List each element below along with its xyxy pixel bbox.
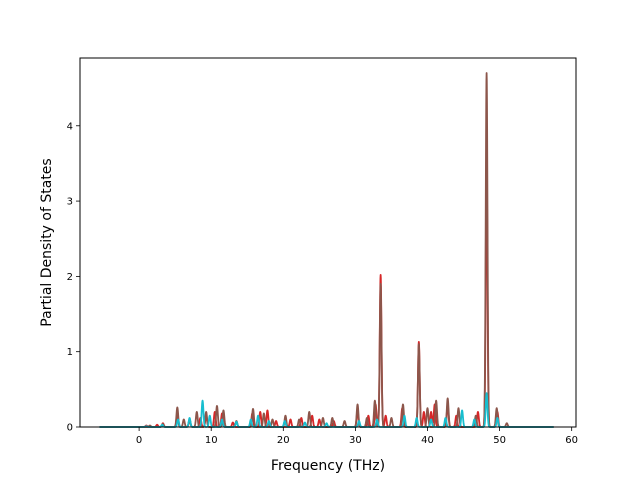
x-tick-label: 0 — [136, 435, 142, 446]
x-tick-label: 60 — [565, 435, 578, 446]
y-tick-label: 1 — [67, 347, 73, 358]
x-axis-label: Frequency (THz) — [271, 458, 385, 474]
axes-frame — [79, 57, 577, 428]
x-tick-label: 10 — [205, 435, 218, 446]
y-axis-label: Partial Density of States — [39, 158, 55, 326]
y-tick-label: 3 — [67, 197, 73, 208]
y-tick-label: 2 — [67, 272, 73, 283]
x-tick-label: 50 — [493, 435, 506, 446]
x-tick-label: 20 — [277, 435, 290, 446]
x-tick-label: 40 — [421, 435, 434, 446]
y-tick-label: 4 — [67, 121, 73, 132]
y-tick-label: 0 — [67, 423, 73, 434]
x-tick-label: 30 — [349, 435, 362, 446]
tick-layer: 0 10 20 30 40 50 60 0 1 2 3 4 — [67, 121, 578, 446]
